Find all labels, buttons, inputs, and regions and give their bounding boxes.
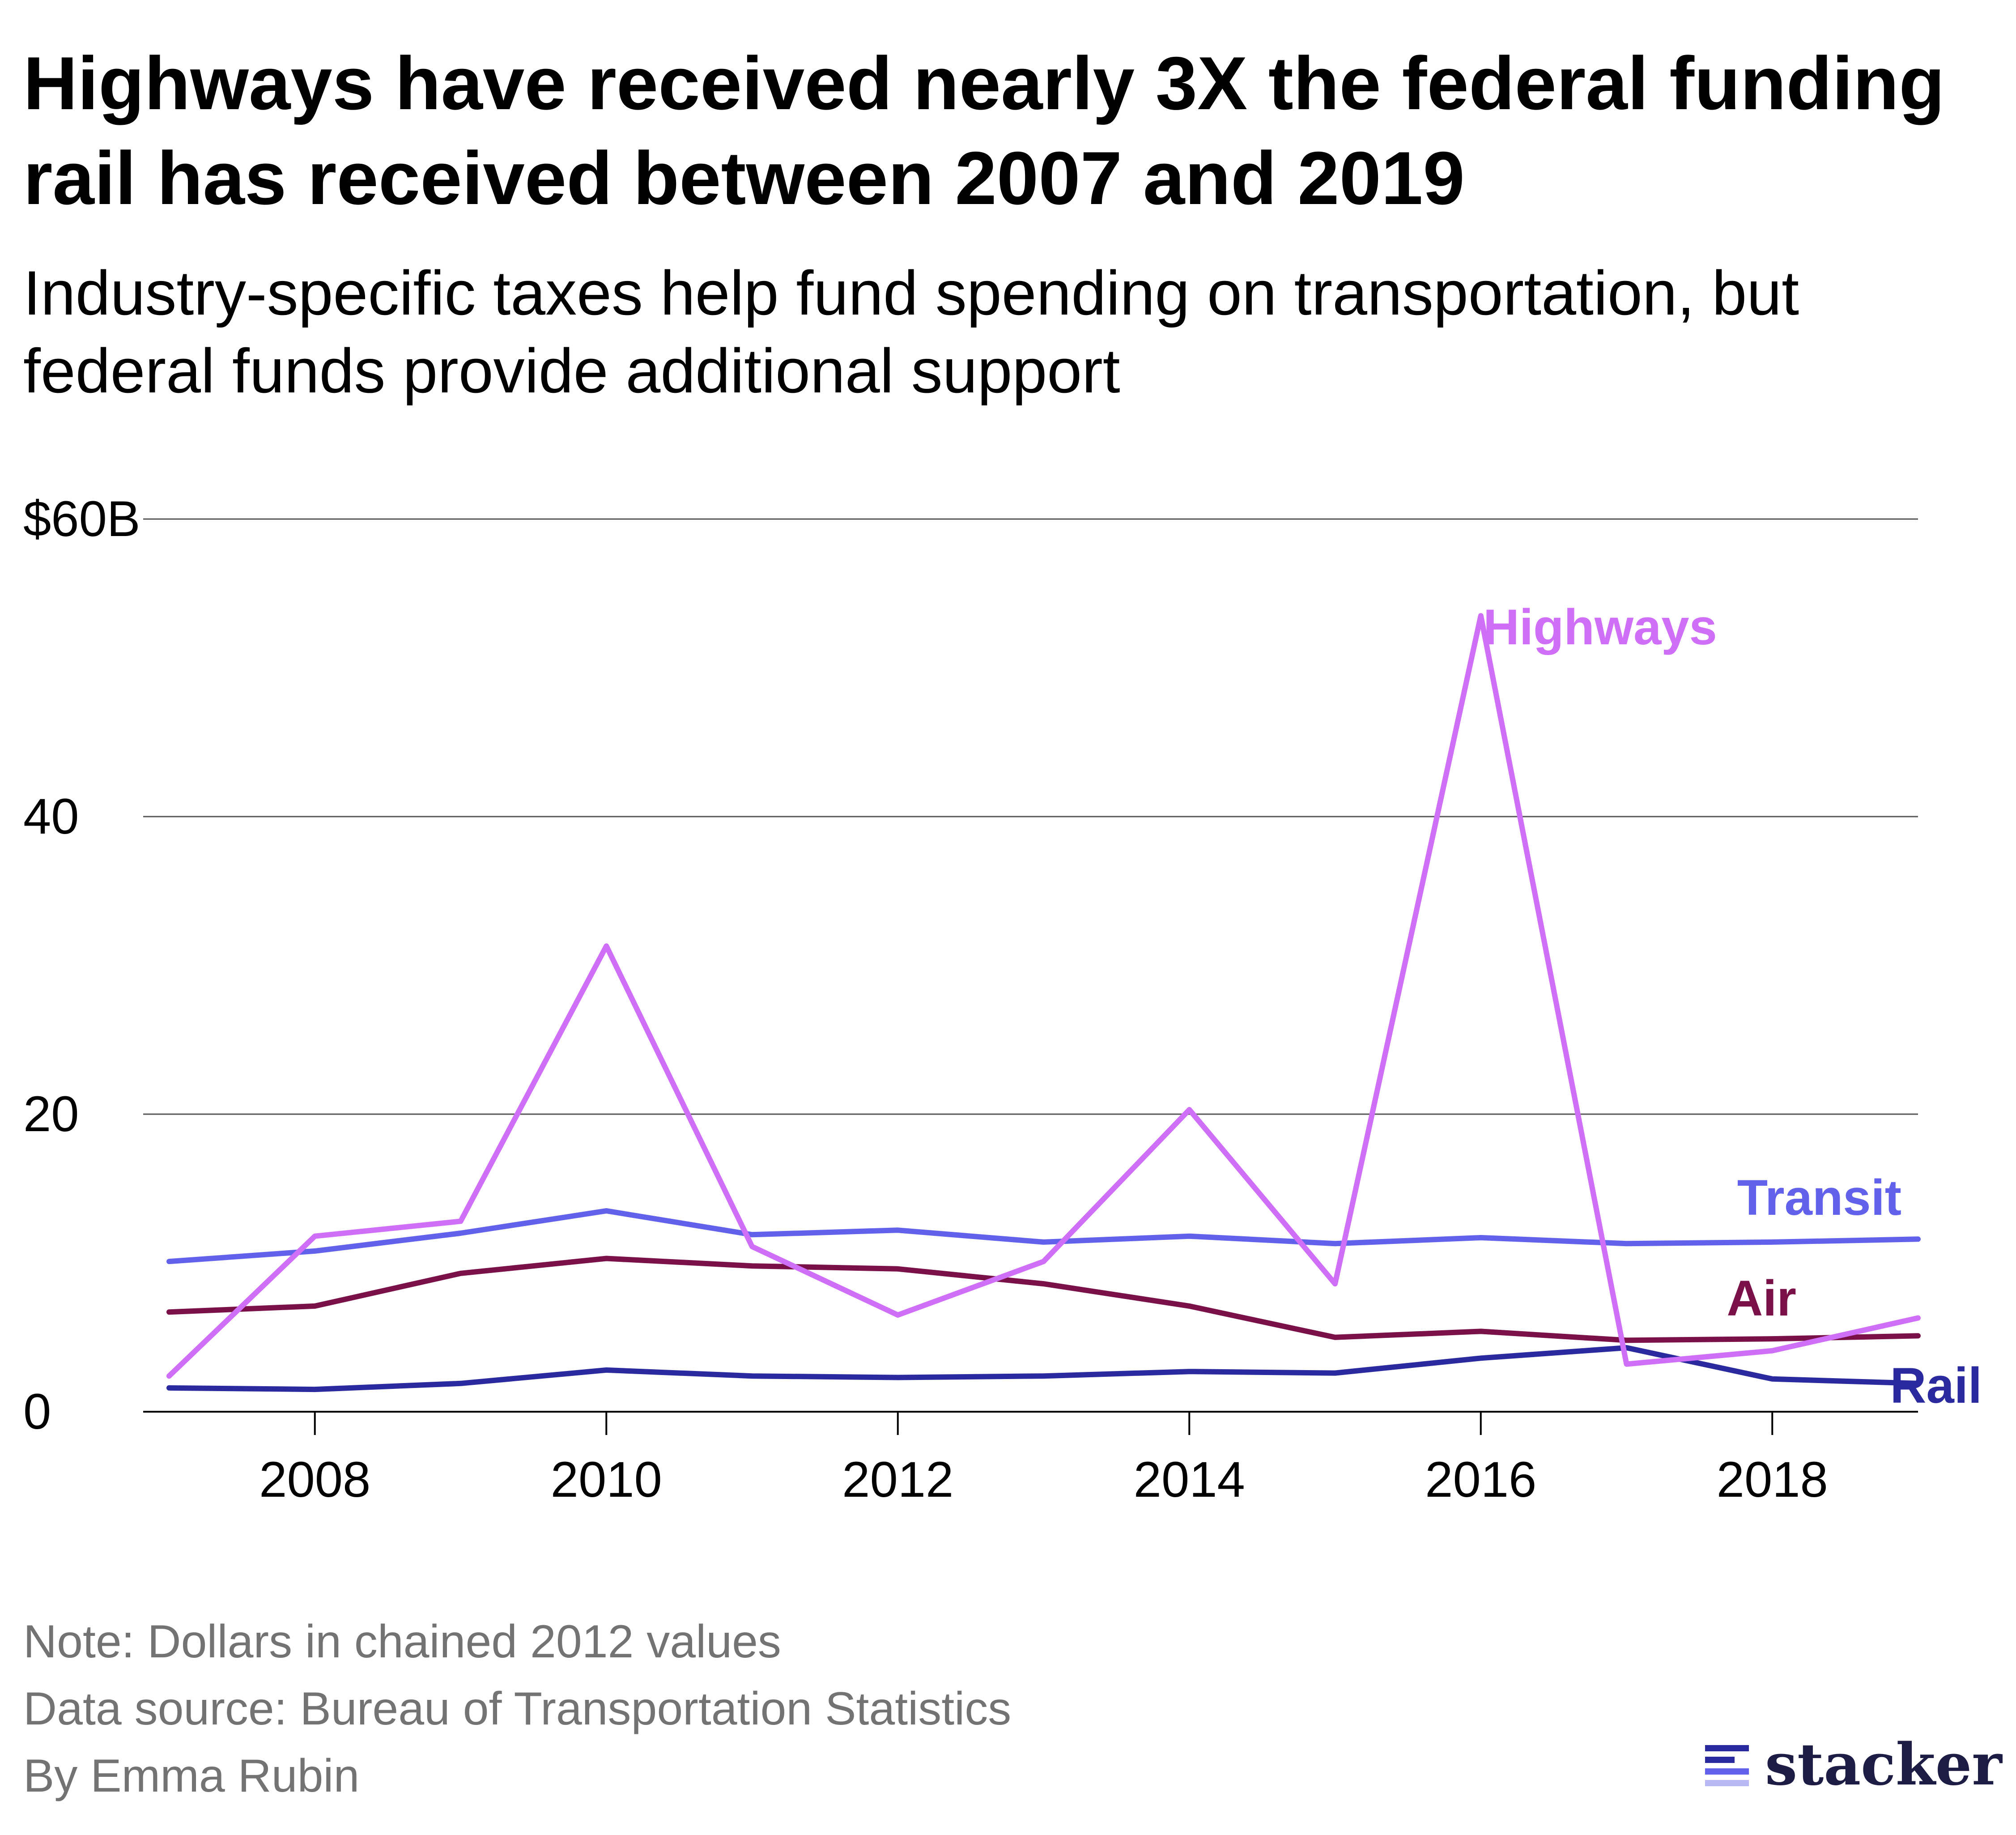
series-label-highways: Highways	[1483, 599, 1717, 655]
y-tick-label: 0	[23, 1384, 51, 1439]
series-line-transit	[166, 1208, 1921, 1264]
x-tick-label: 2010	[551, 1452, 662, 1507]
series-line-rail	[166, 1345, 1921, 1392]
stacker-logo-icon	[1705, 1745, 1749, 1786]
series-line-air	[166, 1256, 1921, 1343]
line-chart: 0 20 40 $60B 2008 2010 2012 2014 2016 2018 Highway…	[23, 491, 1982, 1507]
y-tick-label: $60B	[23, 491, 140, 547]
x-tick-label: 2016	[1425, 1452, 1536, 1507]
x-tick-label: 2012	[842, 1452, 953, 1507]
x-tick-label: 2018	[1717, 1452, 1828, 1507]
chart-title: Highways have received nearly 3X the fed…	[23, 41, 1945, 220]
series-label-transit: Transit	[1737, 1170, 1901, 1226]
footer-byline: By Emma Rubin	[23, 1750, 360, 1802]
x-tick-label: 2008	[259, 1452, 370, 1507]
stacker-logo-text: stacker	[1765, 1731, 2002, 1798]
y-tick-label: 40	[23, 788, 79, 844]
series-label-air: Air	[1727, 1270, 1796, 1326]
stacker-logo: stacker	[1702, 1736, 2002, 1793]
series-line-highways	[166, 613, 1921, 1379]
x-tick-label: 2014	[1134, 1452, 1245, 1507]
footer-note: Note: Dollars in chained 2012 values	[23, 1616, 781, 1668]
series-label-rail: Rail	[1890, 1358, 1982, 1414]
y-tick-label: 20	[23, 1086, 79, 1142]
footer-source: Data source: Bureau of Transportation St…	[23, 1683, 1012, 1735]
chart-subtitle: Industry-specific taxes help fund spendi…	[23, 258, 1799, 406]
